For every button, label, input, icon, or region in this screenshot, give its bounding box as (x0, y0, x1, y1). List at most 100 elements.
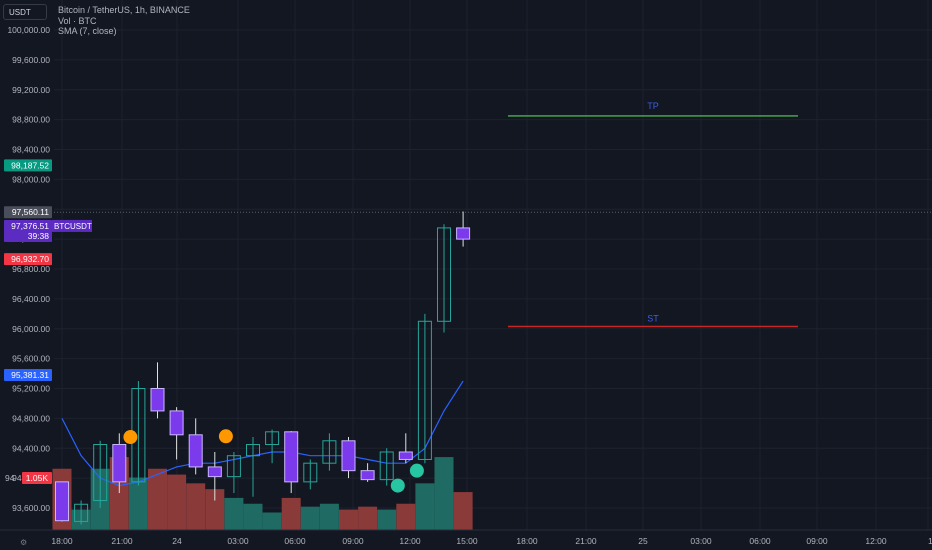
price-tag-countdown: 39:38 (28, 231, 50, 241)
volume-bar (396, 503, 416, 530)
x-tick-label: 12:00 (865, 536, 887, 546)
candle-body[interactable] (265, 431, 280, 446)
price-tag-text: 97,376.51 (11, 221, 49, 231)
candle-body[interactable] (456, 227, 471, 240)
x-tick-label: 18:00 (516, 536, 538, 546)
volume-bar (319, 503, 339, 530)
x-tick-label: 15:00 (456, 536, 478, 546)
candle-body[interactable] (417, 320, 432, 460)
y-tick-label: 95,600.00 (12, 354, 50, 364)
st-label: ST (647, 314, 659, 324)
x-tick-label: 18:00 (51, 536, 73, 546)
candle-body[interactable] (341, 440, 356, 472)
volume-bar (205, 489, 225, 530)
price-tag (4, 368, 52, 381)
symbol-tag (52, 219, 92, 232)
volume-bar (377, 509, 397, 530)
y-tick-label: 99,600.00 (12, 55, 50, 65)
price-tag-text: 95,381.31 (11, 370, 49, 380)
y-tick-label: 94 (5, 473, 15, 483)
volume-bar (186, 483, 206, 530)
volume-bar (262, 512, 282, 530)
y-tick-label: 94,400.00 (12, 443, 50, 453)
x-tick-label: 24 (172, 536, 182, 546)
volume-bar (453, 492, 473, 530)
candle-body[interactable] (398, 451, 413, 460)
volume-bar (224, 497, 244, 530)
candle-body[interactable] (246, 444, 260, 457)
tp-label: TP (647, 101, 659, 111)
candle-body[interactable] (169, 410, 184, 436)
chart-legend: Bitcoin / TetherUS, 1h, BINANCE Vol · BT… (58, 5, 190, 37)
candle-body[interactable] (437, 227, 451, 322)
x-tick-label: 03:00 (690, 536, 712, 546)
symbol-tag-text: BTCUSDT (54, 222, 92, 231)
price-tag-text: 96,932.70 (11, 254, 49, 264)
sma-line (61, 380, 464, 487)
volume-bar (358, 506, 378, 530)
y-tick-label: 96,800.00 (12, 264, 50, 274)
x-tick-label: 21:00 (111, 536, 133, 546)
candle-body[interactable] (55, 481, 69, 522)
y-tick-label: 100,000.00 (7, 25, 50, 35)
volume-bar (415, 483, 435, 530)
x-tick-label: 25 (638, 536, 648, 546)
y-tick-label: 98,800.00 (12, 115, 50, 125)
y-tick-label: 93,600.00 (12, 503, 50, 513)
x-tick-label: 06:00 (284, 536, 306, 546)
signal-dot[interactable] (123, 430, 138, 445)
y-tick-label: 96,000.00 (12, 324, 50, 334)
volume-bar (281, 497, 301, 530)
volume-bar (128, 477, 148, 530)
candle-body[interactable] (150, 388, 165, 412)
candle-body[interactable] (303, 462, 318, 483)
y-tick-label: 96,400.00 (12, 294, 50, 304)
y-tick-label: 99,200.00 (12, 85, 50, 95)
candle-body[interactable] (207, 466, 222, 478)
candle-body[interactable] (360, 470, 375, 481)
volume-bar (434, 457, 454, 530)
y-tick-label: 94,800.00 (12, 413, 50, 423)
candle-body[interactable] (226, 455, 241, 478)
price-tag-text: 97,560.11 (12, 207, 49, 217)
candle-body[interactable] (379, 451, 394, 481)
x-tick-label: 06:00 (749, 536, 771, 546)
x-tick-label: 21:00 (575, 536, 597, 546)
price-tag (4, 219, 52, 242)
x-tick-label: 09:00 (342, 536, 364, 546)
x-tick-label: 15: (928, 536, 932, 546)
symbol-title[interactable]: Bitcoin / TetherUS, 1h, BINANCE (58, 5, 190, 15)
settings-icon[interactable]: ⚙ (20, 538, 28, 547)
volume-bar (148, 468, 167, 530)
volume-label[interactable]: Vol · BTC (58, 15, 97, 26)
candle-body[interactable] (188, 434, 203, 468)
candle-body[interactable] (112, 444, 127, 483)
x-tick-label: 03:00 (227, 536, 249, 546)
price-tag (4, 253, 52, 266)
volume-tag (22, 472, 52, 484)
volume-bar (167, 474, 187, 530)
candle-body[interactable] (93, 444, 108, 502)
price-tag-text: 98,187.52 (11, 160, 49, 170)
volume-bar (243, 503, 263, 530)
candle-body[interactable] (74, 503, 89, 522)
y-tick-label: 98,400.00 (12, 145, 50, 155)
currency-button[interactable]: USDT (3, 4, 47, 20)
sma-label[interactable]: SMA (7, close) (58, 26, 117, 36)
volume-tag-text: 1.05K (26, 473, 49, 483)
volume-bar (300, 506, 320, 530)
volume-bar (339, 509, 358, 530)
y-tick-label: 95,200.00 (12, 384, 50, 394)
signal-dot[interactable] (218, 429, 233, 444)
x-tick-label: 12:00 (399, 536, 421, 546)
x-tick-label: 09:00 (806, 536, 828, 546)
signal-dot[interactable] (409, 463, 424, 478)
signal-dot[interactable] (390, 478, 405, 493)
y-tick-label: 98,000.00 (12, 174, 50, 184)
candle-body[interactable] (322, 440, 337, 464)
candle-body[interactable] (284, 431, 299, 483)
price-tag (4, 206, 52, 219)
price-tag (4, 159, 52, 172)
